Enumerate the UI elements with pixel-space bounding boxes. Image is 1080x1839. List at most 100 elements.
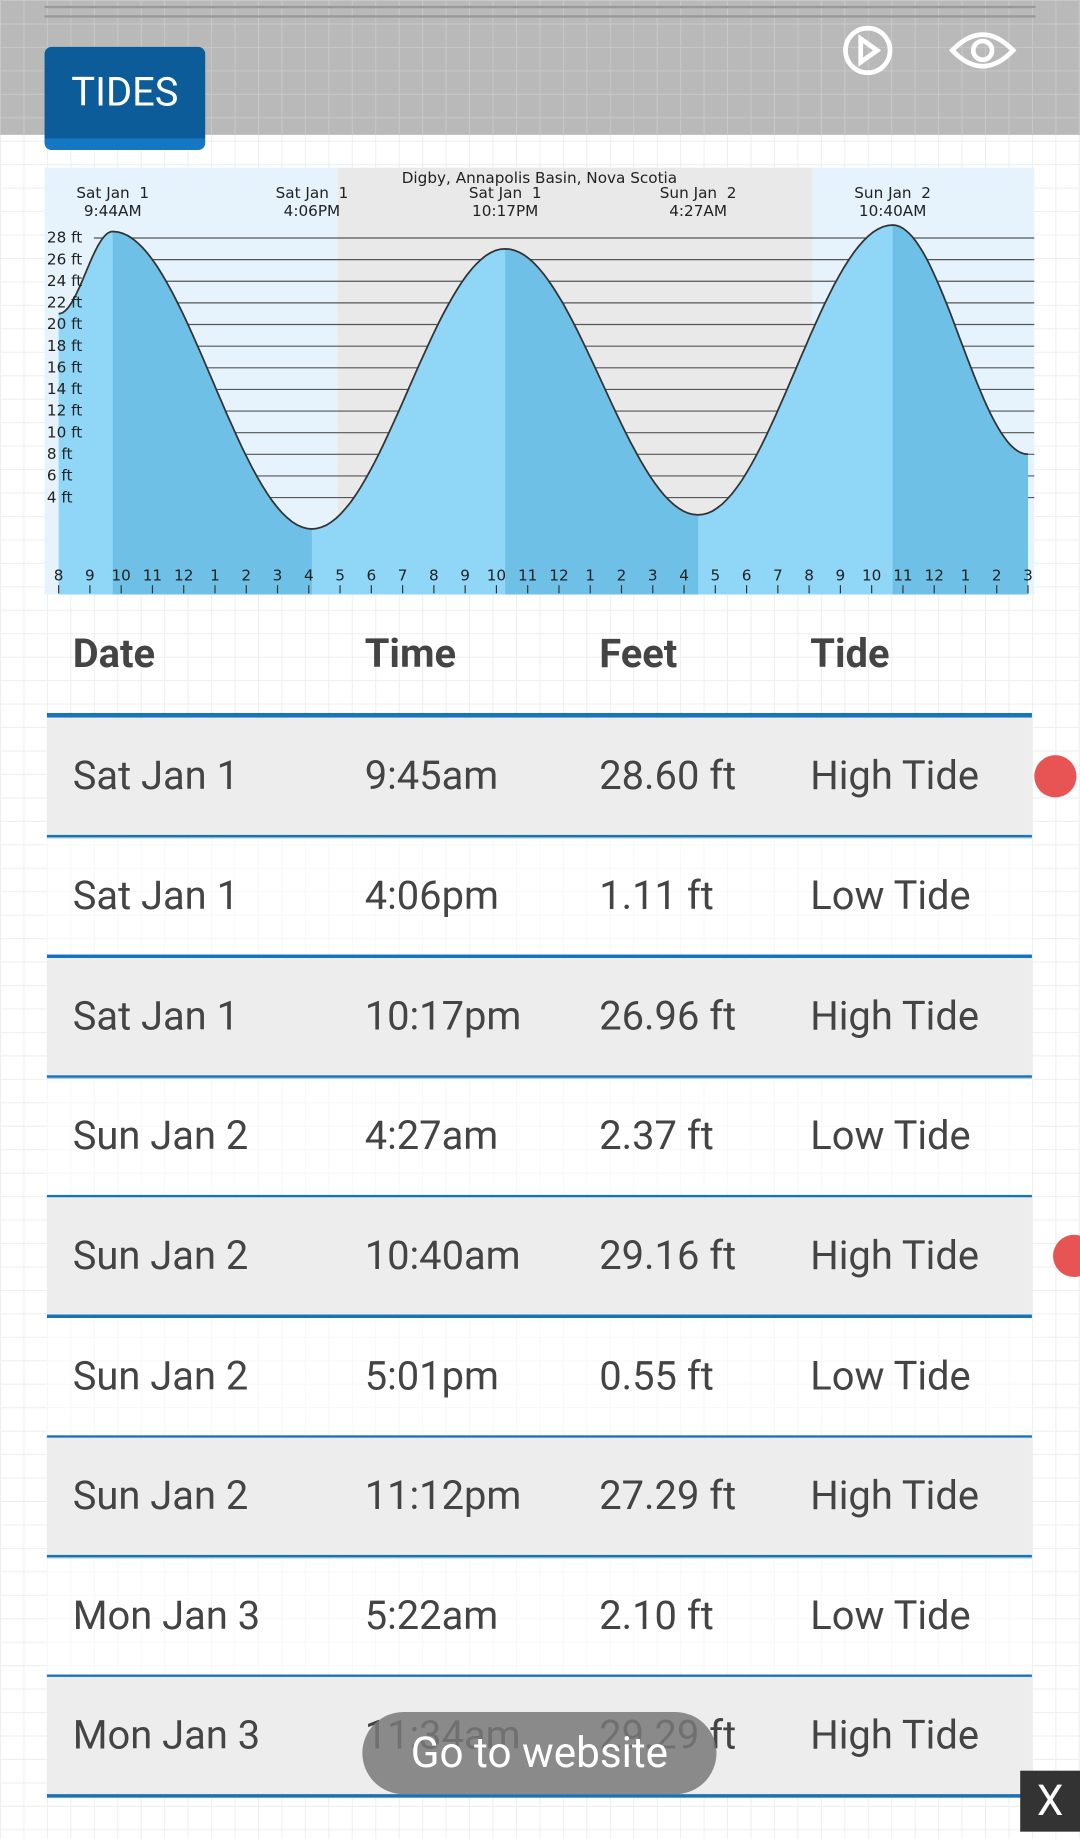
x-tick-label: 6	[742, 566, 752, 584]
annotation-date: Sun Jan 2	[854, 184, 931, 202]
table-cell: 0.55 ft	[599, 1352, 714, 1400]
x-tick-label: 10	[862, 566, 881, 584]
table-cell: High Tide	[810, 1712, 980, 1760]
annotation-time: 9:44AM	[84, 202, 142, 220]
y-tick-label: 28 ft	[47, 229, 82, 247]
tide-chart: 4 ft 6 ft 8 ft 10 ft 12 ft 14 ft 16 ft 18 ft 20 …	[44, 167, 1035, 595]
table-cell: 26.96 ft	[599, 992, 737, 1040]
eye-icon[interactable]	[947, 23, 1017, 77]
y-tick-label: 4 ft	[47, 488, 73, 506]
table-cell: 4:06pm	[364, 872, 499, 920]
table-row: Sat Jan 1 10:17pm 26.96 ft High Tide	[46, 957, 1032, 1079]
table-cell: Low Tide	[810, 1352, 971, 1400]
table-cell: 1.11 ft	[599, 872, 714, 920]
x-tick-label: 11	[518, 566, 537, 584]
header-cell: Tide	[810, 630, 890, 678]
y-tick-label: 22 ft	[47, 294, 82, 312]
x-tick-label: 8	[429, 566, 439, 584]
table-cell: 27.29 ft	[599, 1472, 737, 1520]
close-button[interactable]: X	[1020, 1770, 1080, 1832]
table-cell: 5:01pm	[364, 1352, 499, 1400]
x-tick-label: 5	[710, 566, 720, 584]
table-row: Sat Jan 1 4:06pm 1.11 ft Low Tide	[46, 837, 1032, 959]
table-cell: Low Tide	[810, 1112, 971, 1160]
table-cell: Sun Jan 2	[72, 1112, 249, 1160]
table-cell: 10:17pm	[364, 992, 522, 1040]
y-tick-label: 24 ft	[47, 272, 82, 290]
table-cell: 2.37 ft	[599, 1112, 714, 1160]
table-row: Sun Jan 2 10:40am 29.16 ft High Tide	[46, 1197, 1032, 1319]
table-cell: High Tide	[810, 992, 980, 1040]
table-cell: High Tide	[810, 752, 980, 800]
x-tick-label: 2	[617, 566, 627, 584]
header-cell: Feet	[599, 630, 678, 678]
x-tick-label: 8	[54, 566, 64, 584]
x-tick-label: 11	[143, 566, 162, 584]
header-cell: Time	[364, 630, 457, 678]
x-tick-label: 1	[961, 566, 971, 584]
y-tick-label: 12 ft	[47, 402, 82, 420]
x-tick-label: 10	[487, 566, 506, 584]
x-tick-label: 3	[648, 566, 658, 584]
go-to-website-button[interactable]: Go to website	[362, 1712, 717, 1795]
x-tick-label: 9	[85, 566, 95, 584]
table-cell: Sat Jan 1	[72, 752, 239, 800]
table-cell: 5:22am	[364, 1592, 499, 1640]
table-row: Sun Jan 2 4:27am 2.37 ft Low Tide	[46, 1077, 1032, 1199]
divider	[44, 5, 1036, 18]
table-cell: 2.10 ft	[599, 1592, 714, 1640]
replay-icon[interactable]	[837, 21, 898, 80]
table-cell: Low Tide	[810, 1592, 971, 1640]
y-tick-label: 10 ft	[47, 423, 82, 441]
x-tick-label: 9	[836, 566, 846, 584]
x-tick-label: 12	[925, 566, 944, 584]
marker-dot	[1053, 1235, 1080, 1278]
table-cell: High Tide	[810, 1232, 980, 1280]
x-tick-label: 1	[210, 566, 220, 584]
x-tick-label: 7	[398, 566, 408, 584]
tides-button[interactable]: TIDES	[44, 46, 206, 151]
x-tick-label: 11	[893, 566, 912, 584]
annotation-time: 4:27AM	[669, 202, 727, 220]
x-tick-label: 3	[1023, 566, 1033, 584]
y-tick-label: 16 ft	[47, 358, 82, 376]
table-row: Sat Jan 1 9:45am 28.60 ft High Tide	[46, 717, 1032, 839]
x-tick-label: 2	[241, 566, 251, 584]
annotation-date: Sat Jan 1	[76, 184, 149, 202]
table-cell: 4:27am	[364, 1112, 499, 1160]
table-cell: Sun Jan 2	[72, 1472, 249, 1520]
table-cell: Mon Jan 3	[72, 1592, 261, 1640]
marker-dot	[1034, 755, 1077, 798]
annotation-time: 4:06PM	[284, 202, 341, 220]
chart-title: Digby, Annapolis Basin, Nova Scotia	[402, 169, 677, 187]
y-tick-label: 8 ft	[47, 445, 73, 463]
table-cell: Low Tide	[810, 872, 971, 920]
x-tick-label: 2	[992, 566, 1002, 584]
x-tick-label: 12	[549, 566, 568, 584]
annotation-time: 10:17PM	[472, 202, 538, 220]
tide-line	[58, 224, 1029, 530]
table-cell: Sun Jan 2	[72, 1352, 249, 1400]
table-cell: 28.60 ft	[599, 752, 737, 800]
x-tick-label: 1	[585, 566, 595, 584]
table-row: Mon Jan 3 5:22am 2.10 ft Low Tide	[46, 1557, 1032, 1679]
x-tick-label: 8	[804, 566, 814, 584]
x-tick-label: 5	[335, 566, 345, 584]
annotation-date: Sat Jan 1	[276, 184, 349, 202]
x-tick-label: 6	[366, 566, 376, 584]
header-cell: Date	[72, 630, 155, 678]
table-cell: 9:45am	[364, 752, 499, 800]
toolbar: TIDES	[0, 0, 1080, 151]
table-cell: Mon Jan 3	[72, 1712, 261, 1760]
y-tick-label: 6 ft	[47, 467, 73, 485]
x-tick-label: 4	[679, 566, 689, 584]
x-tick-label: 12	[174, 566, 193, 584]
x-tick-label: 10	[111, 566, 130, 584]
x-tick-label: 7	[773, 566, 783, 584]
table-cell: Sat Jan 1	[72, 872, 239, 920]
annotation-date: Sat Jan 1	[469, 184, 542, 202]
y-tick-label: 14 ft	[47, 380, 82, 398]
x-tick-label: 4	[304, 566, 314, 584]
table-row: Sun Jan 2 5:01pm 0.55 ft Low Tide	[46, 1317, 1032, 1439]
